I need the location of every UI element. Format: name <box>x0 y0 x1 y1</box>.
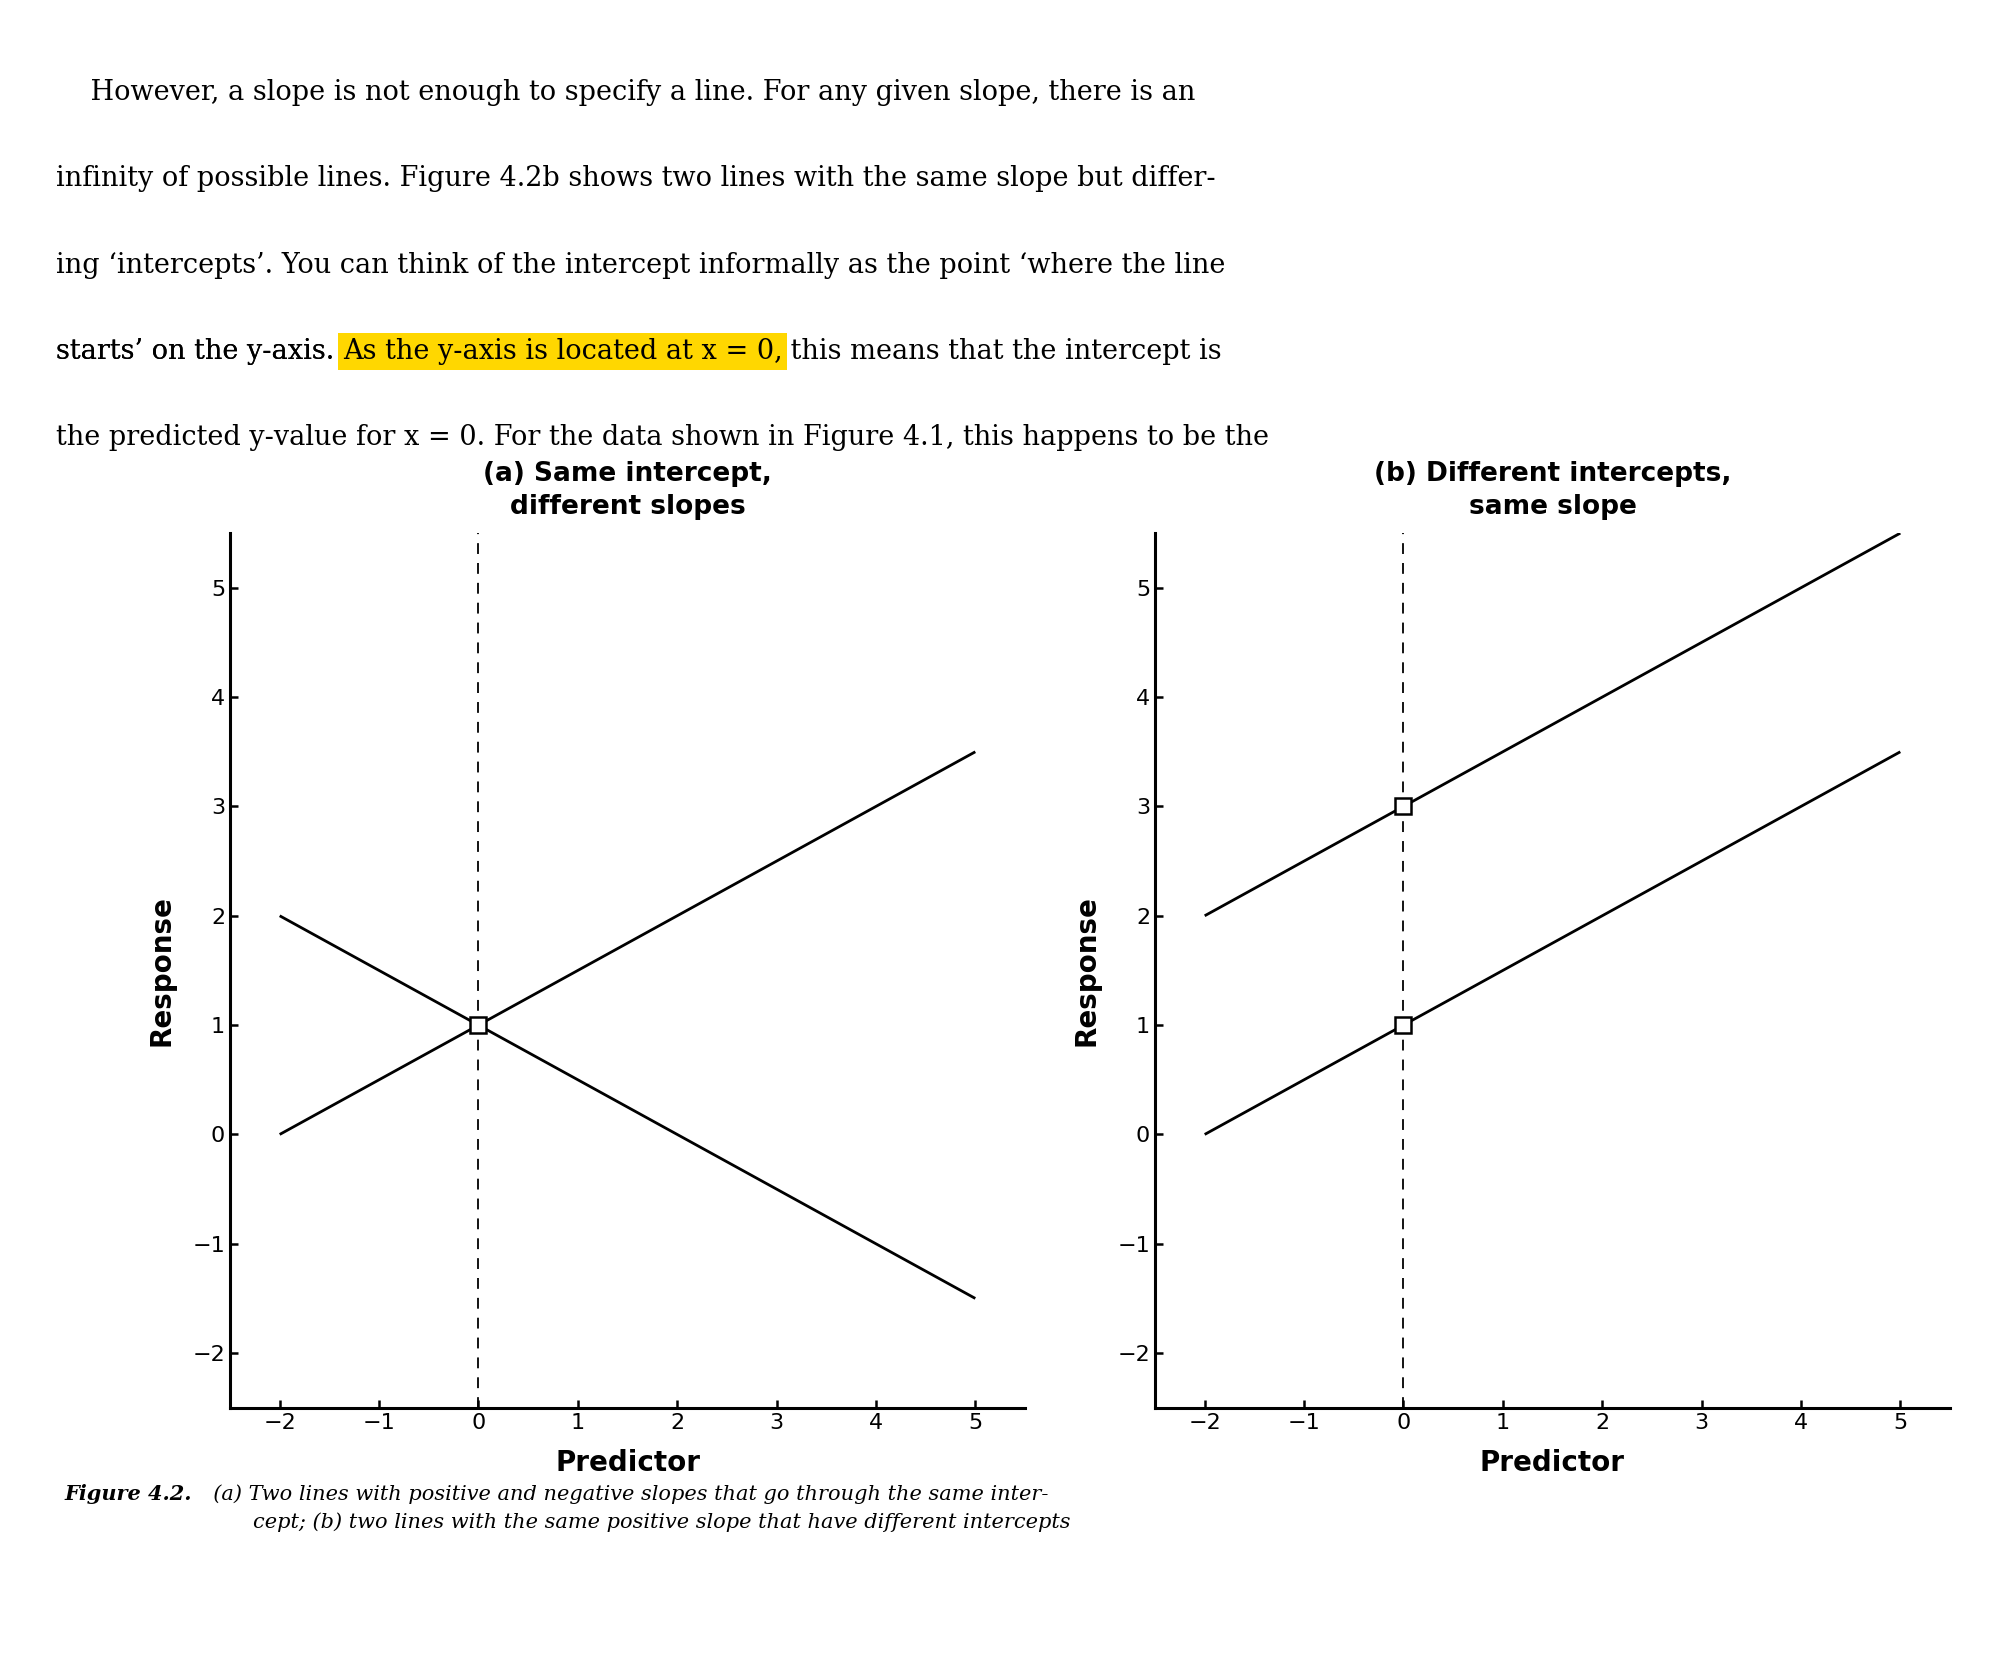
Text: starts’ on the y-axis.: starts’ on the y-axis. <box>56 338 342 365</box>
X-axis label: Predictor: Predictor <box>556 1449 700 1478</box>
Text: the predicted y-value for x = 0. For the data shown in Figure 4.1, this happens : the predicted y-value for x = 0. For the… <box>56 425 1270 451</box>
Title: (b) Different intercepts,
same slope: (b) Different intercepts, same slope <box>1374 461 1732 520</box>
Text: ing ‘intercepts’. You can think of the intercept informally as the point ‘where : ing ‘intercepts’. You can think of the i… <box>56 252 1226 278</box>
Text: starts’ on the y-axis.: starts’ on the y-axis. <box>56 338 342 365</box>
Text: However, a slope is not enough to specify a line. For any given slope, there is : However, a slope is not enough to specif… <box>56 78 1196 107</box>
Y-axis label: Response: Response <box>148 895 176 1046</box>
Y-axis label: Response: Response <box>1072 895 1100 1046</box>
Text: As the y-axis is located at x = 0,: As the y-axis is located at x = 0, <box>342 338 782 365</box>
Text: Figure 4.2.: Figure 4.2. <box>64 1484 192 1504</box>
Text: (a) Two lines with positive and negative slopes that go through the same inter-
: (a) Two lines with positive and negative… <box>200 1484 1070 1531</box>
X-axis label: Predictor: Predictor <box>1480 1449 1624 1478</box>
Title: (a) Same intercept,
different slopes: (a) Same intercept, different slopes <box>484 461 772 520</box>
Text: this means that the intercept is: this means that the intercept is <box>782 338 1222 365</box>
Text: infinity of possible lines. Figure 4.2b shows two lines with the same slope but : infinity of possible lines. Figure 4.2b … <box>56 165 1216 192</box>
